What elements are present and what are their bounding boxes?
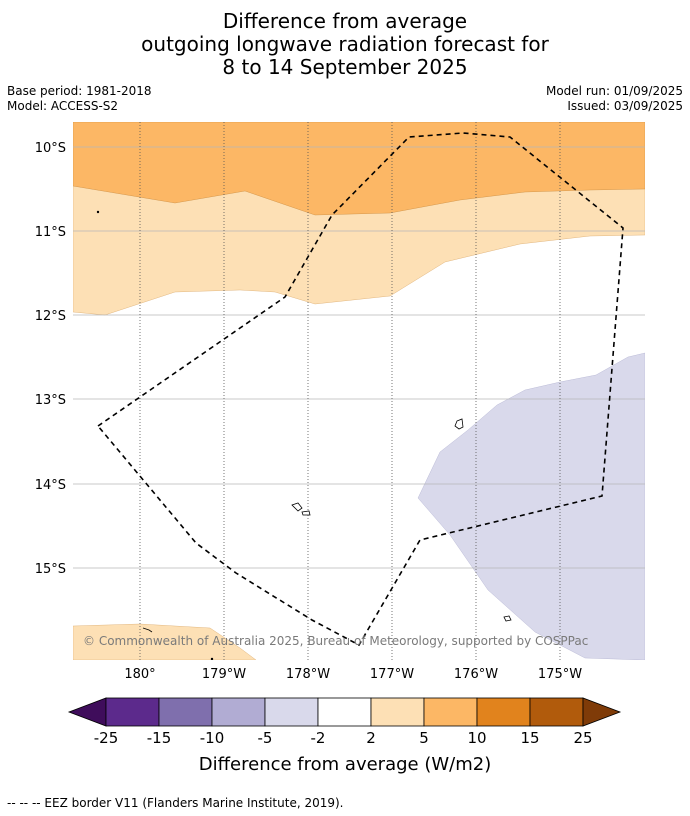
- colorbar-segment: [529, 697, 584, 727]
- colorbar-segment: [317, 697, 372, 727]
- colorbar-segment: [370, 697, 425, 727]
- lon-labels: 180° 179°W 178°W 177°W 176°W 175°W: [124, 667, 582, 682]
- colorbar-tick-label: 2: [366, 729, 376, 747]
- colorbar-extend-low: [67, 697, 107, 727]
- islands: [96, 210, 512, 660]
- meta-left: Base period: 1981-2018 Model: ACCESS-S2: [7, 84, 152, 114]
- island-futuna: [301, 510, 311, 516]
- colorbar-tick-label: -15: [147, 729, 172, 747]
- island-small-east: [503, 615, 512, 622]
- island-small-southwest: [142, 627, 153, 633]
- title-line-2: outgoing longwave radiation forecast for: [141, 32, 549, 56]
- title-line-1: Difference from average: [222, 9, 468, 33]
- model-text: Model: ACCESS-S2: [7, 99, 119, 113]
- colorbar-tick-label: 25: [573, 729, 592, 747]
- eez-border: [96, 132, 624, 647]
- lon-label-175w: 175°W: [538, 667, 582, 682]
- lat-label-14s: 14°S: [35, 478, 66, 493]
- lat-gridlines: [73, 146, 645, 569]
- lon-label-180: 180°: [124, 667, 155, 682]
- anomaly-region-light-purple: [417, 352, 645, 660]
- colorbar-tick-label: -2: [311, 729, 326, 747]
- colorbar-segment: [105, 697, 160, 727]
- colorbar-segment: [158, 697, 213, 727]
- lon-label-179w: 179°W: [202, 667, 246, 682]
- colorbar-tick-label: -10: [200, 729, 225, 747]
- island-dot-north: [96, 210, 100, 214]
- base-period-text: Base period: 1981-2018: [7, 84, 152, 98]
- lat-label-10s: 10°S: [35, 141, 66, 156]
- map-area: © Commonwealth of Australia 2025, Bureau…: [73, 122, 645, 660]
- title-line-3: 8 to 14 September 2025: [222, 55, 468, 79]
- island-dot-south: [210, 657, 214, 660]
- colorbar-tick-label: 10: [467, 729, 486, 747]
- lat-label-13s: 13°S: [35, 393, 66, 408]
- colorbar-segment: [476, 697, 531, 727]
- eez-footnote: -- -- -- EEZ border V11 (Flanders Marine…: [7, 796, 344, 810]
- lon-label-176w: 176°W: [454, 667, 498, 682]
- colorbar-segment: [211, 697, 266, 727]
- model-run-text: Model run: 01/09/2025: [545, 84, 683, 98]
- meta-right: Model run: 01/09/2025 Issued: 03/09/2025: [546, 84, 683, 114]
- colorbar-tick-label: 5: [419, 729, 429, 747]
- lat-label-11s: 11°S: [35, 225, 66, 240]
- colorbar-segment: [423, 697, 478, 727]
- lat-labels: 10°S 11°S 12°S 13°S 14°S 15°S: [35, 141, 66, 577]
- island-niuafoou: [454, 418, 464, 430]
- lat-label-12s: 12°S: [35, 309, 66, 324]
- colorbar-tick-label: -5: [258, 729, 273, 747]
- issued-text: Issued: 03/09/2025: [567, 99, 683, 113]
- anomaly-region-orange: [73, 122, 645, 216]
- island-wallis: [291, 502, 303, 512]
- lon-label-177w: 177°W: [370, 667, 414, 682]
- colorbar-segment: [264, 697, 319, 727]
- colorbar-extend-high: [582, 697, 622, 727]
- lat-label-15s: 15°S: [35, 562, 66, 577]
- colorbar-label: Difference from average (W/m2): [199, 754, 491, 775]
- lon-label-178w: 178°W: [286, 667, 330, 682]
- colorbar-tick-label: -25: [94, 729, 119, 747]
- copyright-text: © Commonwealth of Australia 2025, Bureau…: [83, 634, 588, 648]
- colorbar-tick-label: 15: [520, 729, 539, 747]
- colorbar: -25 -15 -10 -5 -2 2 5 10 15 25: [67, 697, 622, 747]
